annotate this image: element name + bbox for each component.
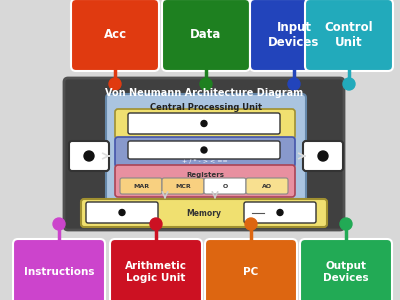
Text: MCR: MCR [175, 184, 191, 188]
FancyBboxPatch shape [110, 239, 202, 300]
FancyBboxPatch shape [106, 94, 306, 202]
Circle shape [318, 151, 328, 161]
Circle shape [201, 147, 207, 153]
Circle shape [150, 218, 162, 230]
Circle shape [109, 78, 121, 90]
Text: Central Processing Unit: Central Processing Unit [150, 103, 262, 112]
Circle shape [201, 121, 207, 127]
Circle shape [119, 209, 125, 215]
Text: Memory: Memory [186, 208, 222, 217]
Text: Arithmetic
Logic Unit: Arithmetic Logic Unit [125, 261, 187, 283]
Circle shape [343, 78, 355, 90]
FancyBboxPatch shape [204, 178, 246, 194]
FancyBboxPatch shape [303, 141, 343, 171]
FancyBboxPatch shape [305, 0, 393, 71]
Text: AO: AO [262, 184, 272, 188]
Text: PC: PC [243, 267, 259, 277]
Circle shape [277, 209, 283, 215]
FancyBboxPatch shape [250, 0, 338, 71]
Circle shape [340, 218, 352, 230]
FancyBboxPatch shape [300, 239, 392, 300]
FancyBboxPatch shape [64, 78, 344, 230]
FancyBboxPatch shape [115, 137, 295, 167]
Circle shape [84, 151, 94, 161]
FancyBboxPatch shape [246, 178, 288, 194]
FancyBboxPatch shape [71, 0, 159, 71]
FancyBboxPatch shape [205, 239, 297, 300]
Circle shape [200, 78, 212, 90]
Text: Output
Devices: Output Devices [323, 261, 369, 283]
Text: O: O [222, 184, 228, 188]
FancyBboxPatch shape [115, 165, 295, 197]
FancyBboxPatch shape [128, 141, 280, 159]
Text: Von Neumann Architecture Diagram: Von Neumann Architecture Diagram [105, 88, 303, 98]
FancyBboxPatch shape [128, 113, 280, 134]
Circle shape [53, 218, 65, 230]
Circle shape [245, 218, 257, 230]
Text: MAR: MAR [133, 184, 149, 188]
FancyBboxPatch shape [13, 239, 105, 300]
Text: + / * - > < ==: + / * - > < == [182, 158, 228, 164]
Circle shape [288, 78, 300, 90]
Text: Instructions: Instructions [24, 267, 94, 277]
FancyBboxPatch shape [81, 199, 327, 227]
Text: Input
Devices: Input Devices [268, 21, 320, 49]
FancyBboxPatch shape [120, 178, 162, 194]
FancyBboxPatch shape [162, 178, 204, 194]
FancyBboxPatch shape [69, 141, 109, 171]
Text: Control
Unit: Control Unit [325, 21, 373, 49]
Text: Data: Data [190, 28, 222, 41]
Text: Acc: Acc [104, 28, 126, 41]
Text: Registers: Registers [186, 172, 224, 178]
FancyBboxPatch shape [86, 202, 158, 223]
FancyBboxPatch shape [162, 0, 250, 71]
FancyBboxPatch shape [244, 202, 316, 223]
FancyBboxPatch shape [115, 109, 295, 139]
